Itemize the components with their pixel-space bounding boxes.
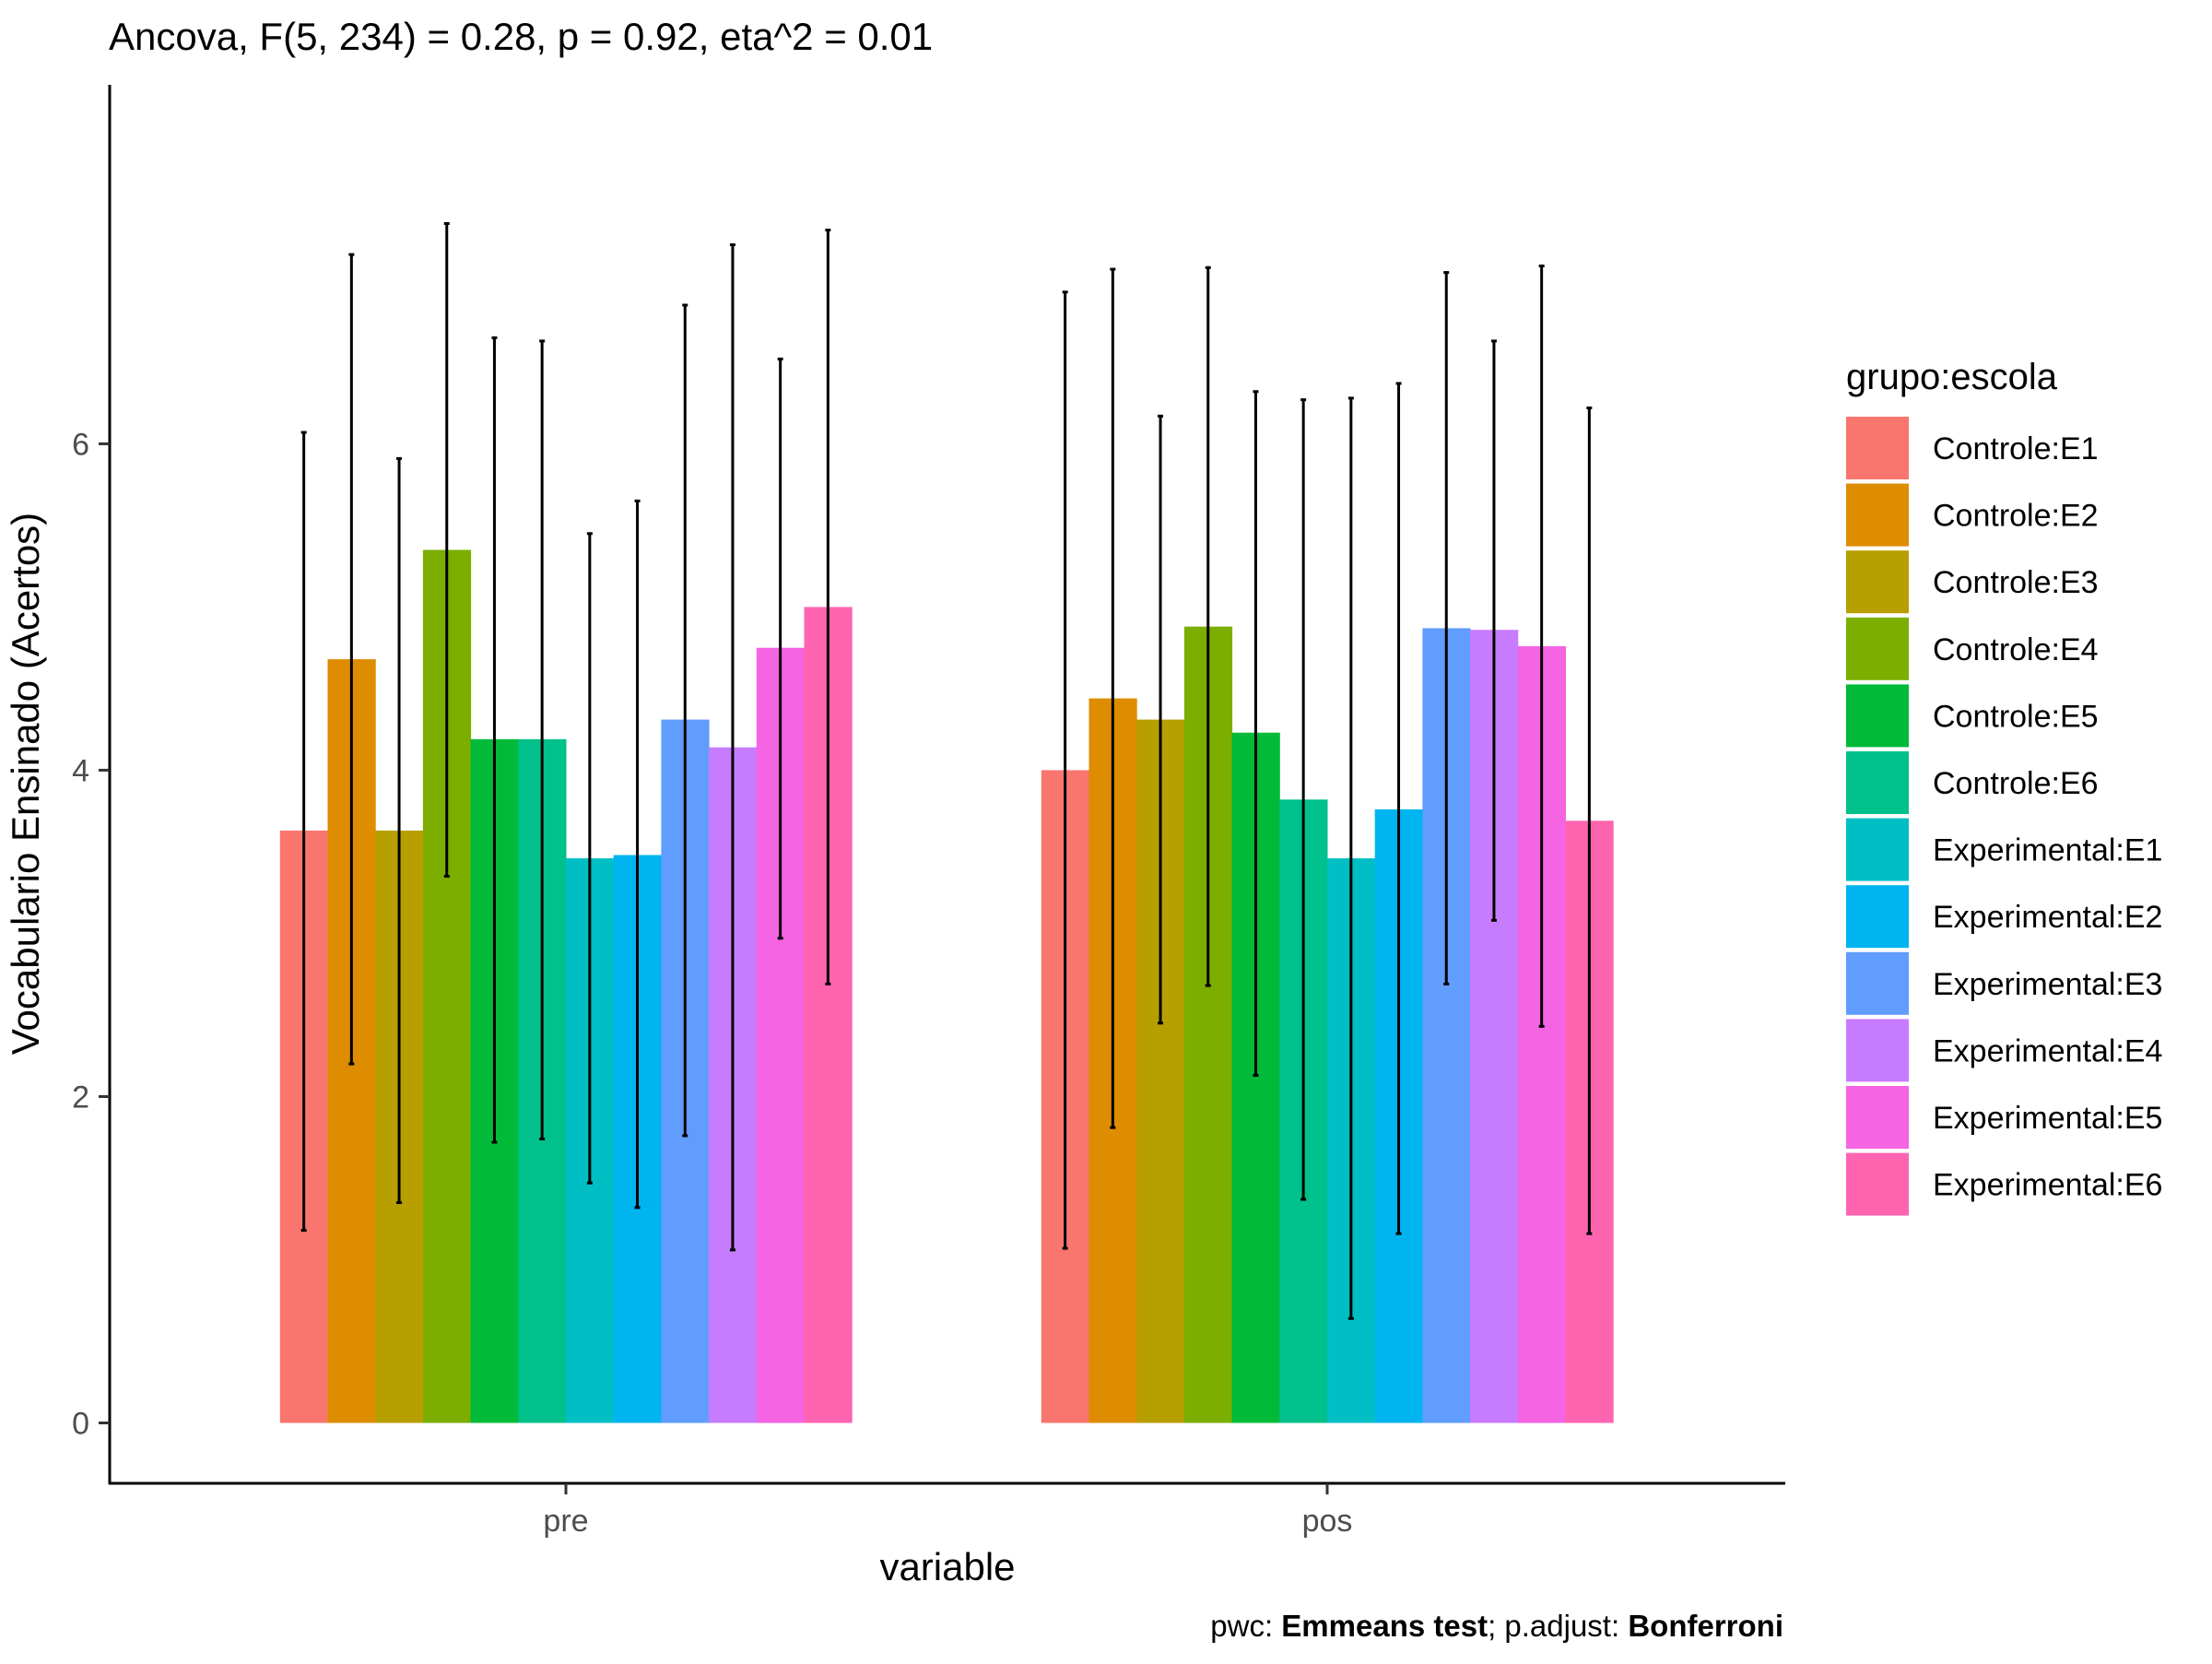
error-bar-controle-e2-pre: [348, 253, 355, 1066]
legend-item-experimental-e2: Experimental:E2: [1846, 885, 2162, 949]
y-tick-label: 4: [72, 753, 89, 788]
error-bar-experimental-e3-pos: [1443, 271, 1450, 985]
error-bar-controle-e6-pos: [1300, 398, 1307, 1201]
y-tick-label: 2: [72, 1080, 89, 1115]
error-bar-controle-e1-pre: [300, 431, 307, 1233]
legend-key: [1846, 417, 1909, 479]
bars-layer: [279, 549, 1614, 1423]
y-tick-label: 0: [72, 1407, 89, 1442]
legend-title: grupo:escola: [1846, 357, 2058, 397]
caption: pwc: Emmeans test; p.adjust: Bonferroni: [1210, 1609, 1783, 1643]
x-axis-ticks: pre pos: [543, 1483, 1352, 1539]
legend-key: [1846, 684, 1909, 748]
error-bar-controle-e5-pos: [1253, 390, 1259, 1077]
y-axis-title: Vocabulario Ensinado (Acertos): [4, 513, 47, 1055]
error-bar-controle-e2-pos: [1110, 267, 1116, 1129]
legend-item-controle-e5: Controle:E5: [1846, 684, 2099, 748]
error-bar-experimental-e6-pre: [825, 229, 831, 985]
error-bar-controle-e5-pre: [491, 336, 498, 1144]
legend-key: [1846, 550, 1909, 614]
error-bars-layer: [300, 221, 1593, 1320]
error-bar-controle-e3-pre: [396, 456, 403, 1205]
error-bar-experimental-e2-pos: [1395, 382, 1402, 1235]
legend-item-controle-e3: Controle:E3: [1846, 550, 2099, 614]
error-bar-experimental-e4-pre: [729, 242, 735, 1252]
legend-key: [1846, 885, 1909, 949]
legend-key: [1846, 483, 1909, 547]
error-bar-experimental-e1-pre: [586, 532, 593, 1185]
caption-middle: ; p.adjust:: [1488, 1609, 1628, 1643]
legend-label: Experimental:E4: [1933, 1033, 2162, 1068]
error-bar-experimental-e4-pos: [1490, 339, 1497, 922]
error-bar-controle-e4-pre: [443, 221, 450, 879]
legend-item-experimental-e4: Experimental:E4: [1846, 1019, 2162, 1082]
x-tick-label-pre: pre: [543, 1504, 588, 1539]
error-bar-controle-e1-pos: [1062, 290, 1068, 1250]
x-axis-title: variable: [879, 1545, 1015, 1588]
legend-item-experimental-e1: Experimental:E1: [1846, 818, 2162, 881]
error-bar-controle-e4-pos: [1205, 266, 1211, 987]
error-bar-experimental-e1-pos: [1347, 396, 1354, 1320]
error-bar-experimental-e5-pre: [777, 357, 783, 940]
legend-label: Controle:E2: [1933, 499, 2099, 534]
legend-label: Controle:E6: [1933, 766, 2099, 801]
caption-prefix: pwc:: [1210, 1609, 1281, 1643]
legend-item-controle-e2: Controle:E2: [1846, 483, 2099, 547]
legend-key: [1846, 1019, 1909, 1082]
legend-label: Controle:E3: [1933, 565, 2099, 600]
legend-item-experimental-e6: Experimental:E6: [1846, 1152, 2162, 1216]
x-tick-label-pos: pos: [1302, 1504, 1353, 1539]
legend-key: [1846, 818, 1909, 881]
legend-label: Controle:E4: [1933, 632, 2099, 667]
legend-key: [1846, 751, 1909, 814]
legend-label: Experimental:E5: [1933, 1101, 2162, 1136]
legend-item-controle-e6: Controle:E6: [1846, 751, 2099, 814]
error-bar-experimental-e3-pre: [682, 303, 688, 1138]
y-tick-label: 6: [72, 427, 89, 462]
legend: grupo:escola Controle:E1Controle:E2Contr…: [1846, 357, 2162, 1216]
legend-item-controle-e1: Controle:E1: [1846, 417, 2099, 479]
legend-label: Experimental:E6: [1933, 1168, 2162, 1203]
legend-label: Controle:E1: [1933, 431, 2099, 466]
error-bar-experimental-e6-pos: [1586, 406, 1593, 1235]
legend-label: Experimental:E2: [1933, 900, 2162, 935]
legend-key: [1846, 617, 1909, 680]
legend-label: Experimental:E3: [1933, 967, 2162, 1002]
error-bar-experimental-e2-pre: [634, 499, 641, 1210]
legend-item-experimental-e3: Experimental:E3: [1846, 951, 2162, 1015]
legend-item-experimental-e5: Experimental:E5: [1846, 1086, 2162, 1149]
legend-key: [1846, 951, 1909, 1015]
legend-items: Controle:E1 Controle:E2 Controle:E3 Control…: [1846, 417, 2162, 1216]
legend-label: Controle:E5: [1933, 699, 2099, 734]
legend-item-controle-e4: Controle:E4: [1846, 617, 2099, 680]
error-bar-controle-e6-pre: [539, 339, 546, 1141]
chart-title: Ancova, F(5, 234) = 0.28, p = 0.92, eta^…: [109, 15, 933, 58]
error-bar-experimental-e5-pos: [1538, 264, 1545, 1028]
legend-key: [1846, 1152, 1909, 1216]
legend-key: [1846, 1086, 1909, 1149]
y-axis-ticks: 0 2 4 6: [72, 427, 110, 1442]
legend-label: Experimental:E1: [1933, 833, 2162, 868]
error-bar-controle-e3-pos: [1158, 414, 1164, 1025]
caption-test: Emmeans test: [1281, 1609, 1488, 1643]
caption-adjust: Bonferroni: [1628, 1609, 1783, 1643]
